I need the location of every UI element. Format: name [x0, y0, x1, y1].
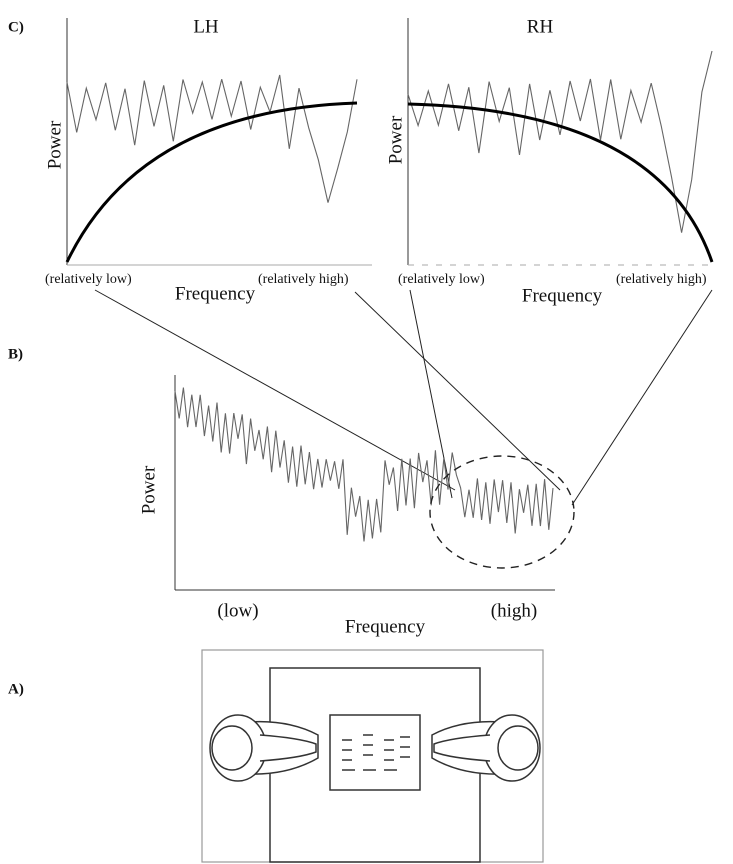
x-high-label: (relatively high) [258, 272, 349, 287]
x-low-label: (low) [217, 600, 258, 621]
setup-illustration [201, 649, 544, 863]
x-label: Frequency [345, 616, 426, 637]
panel-title: LH [193, 16, 219, 37]
x-label: Frequency [175, 283, 256, 304]
connector [354, 291, 561, 491]
highlight-ellipse [429, 455, 575, 569]
x-label: Frequency [522, 285, 603, 306]
x-low-label: (relatively low) [45, 272, 132, 287]
sensitivity-curve [407, 102, 714, 263]
panel-label: C) [8, 19, 24, 35]
connector [409, 289, 453, 499]
x-high-label: (relatively high) [616, 272, 707, 287]
panel-title: RH [527, 16, 554, 37]
y-label: Power [138, 465, 159, 514]
y-label: Power [44, 120, 65, 169]
x-high-label: (high) [491, 600, 537, 621]
panel-label: B) [8, 346, 23, 362]
spectrum [66, 74, 358, 203]
spectrum [174, 387, 554, 542]
x-low-label: (relatively low) [398, 272, 485, 287]
connector [94, 289, 456, 491]
spectrum [407, 50, 713, 233]
connector [571, 289, 713, 506]
sensitivity-curve [65, 101, 358, 263]
panel-label: A) [8, 681, 24, 697]
y-label: Power [385, 115, 406, 164]
